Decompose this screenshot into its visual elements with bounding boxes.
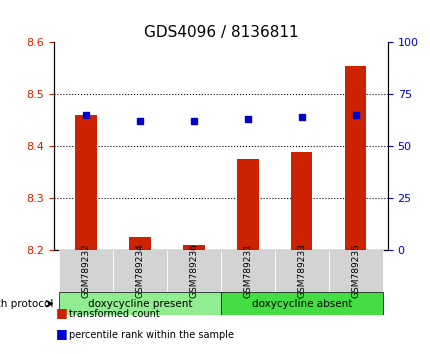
Bar bbox=[75, 115, 97, 250]
Text: growth protocol: growth protocol bbox=[0, 299, 54, 309]
Text: doxycycline present: doxycycline present bbox=[88, 299, 192, 309]
FancyBboxPatch shape bbox=[328, 250, 382, 292]
FancyBboxPatch shape bbox=[221, 292, 382, 315]
Bar bbox=[290, 152, 312, 250]
Bar bbox=[129, 237, 150, 250]
FancyBboxPatch shape bbox=[113, 250, 167, 292]
Text: percentile rank within the sample: percentile rank within the sample bbox=[69, 330, 233, 340]
Text: transformed count: transformed count bbox=[69, 309, 160, 319]
Text: ■: ■ bbox=[56, 327, 68, 340]
Title: GDS4096 / 8136811: GDS4096 / 8136811 bbox=[143, 25, 298, 40]
Text: ■: ■ bbox=[56, 306, 68, 319]
Text: GSM789232: GSM789232 bbox=[82, 244, 90, 298]
FancyBboxPatch shape bbox=[221, 250, 274, 292]
FancyBboxPatch shape bbox=[274, 250, 328, 292]
Text: GSM789235: GSM789235 bbox=[350, 244, 359, 298]
Text: GSM789236: GSM789236 bbox=[189, 244, 198, 298]
Bar bbox=[183, 245, 204, 250]
Bar bbox=[344, 66, 366, 250]
FancyBboxPatch shape bbox=[167, 250, 221, 292]
FancyBboxPatch shape bbox=[59, 292, 221, 315]
Text: GSM789233: GSM789233 bbox=[297, 244, 305, 298]
Text: GSM789234: GSM789234 bbox=[135, 244, 144, 298]
Text: doxycycline absent: doxycycline absent bbox=[251, 299, 351, 309]
Text: GSM789231: GSM789231 bbox=[243, 244, 252, 298]
Bar bbox=[237, 159, 258, 250]
FancyBboxPatch shape bbox=[59, 250, 113, 292]
